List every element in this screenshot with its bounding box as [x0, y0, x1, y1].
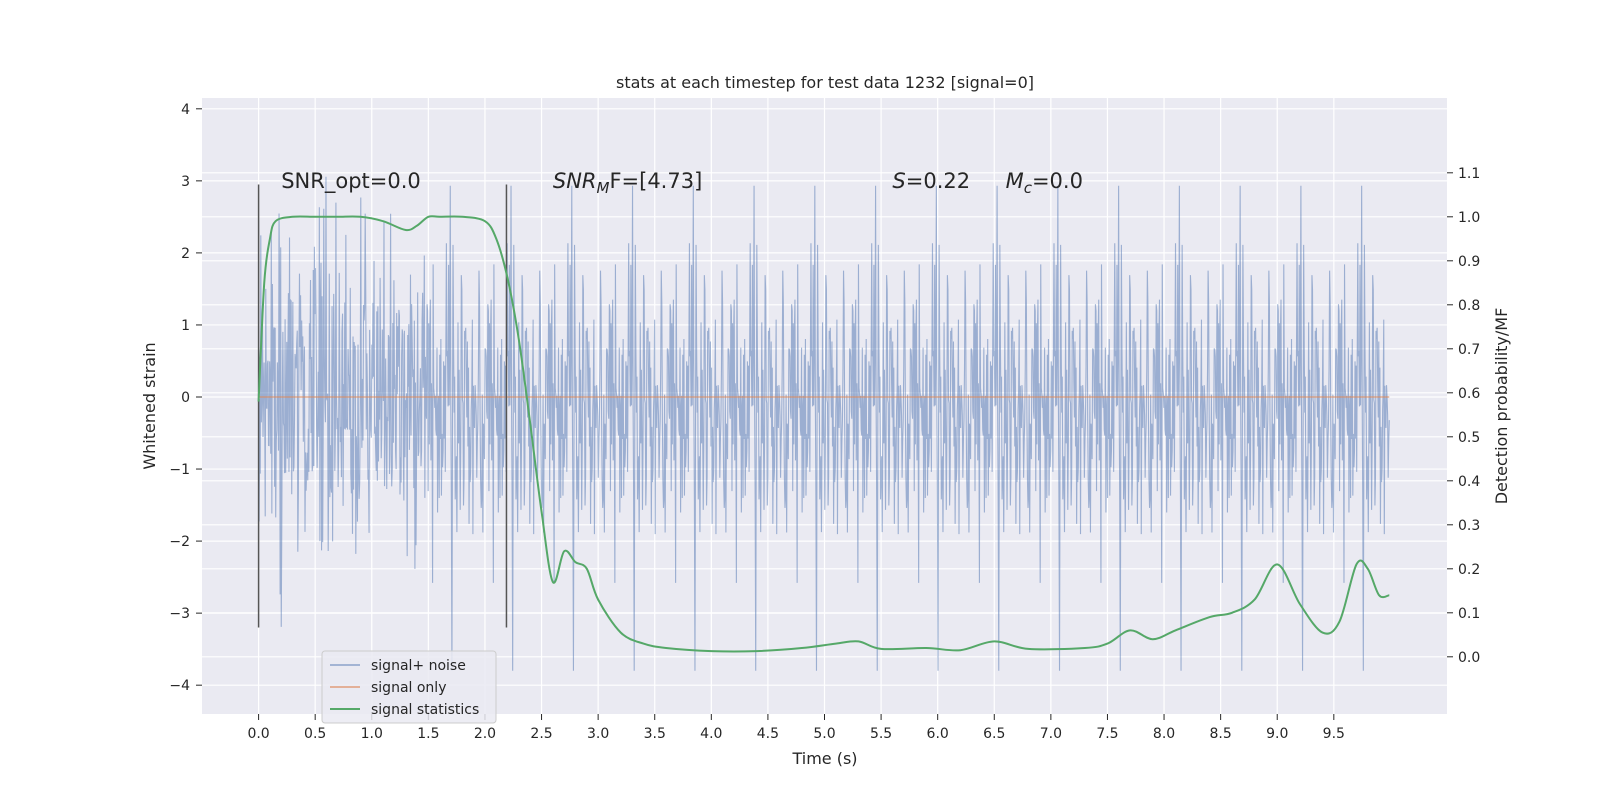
- x-tick-label: 7.5: [1096, 726, 1118, 742]
- x-tick-label: 4.0: [700, 726, 722, 742]
- x-tick-label: 8.5: [1210, 726, 1232, 742]
- y2-tick-label: 0.9: [1458, 254, 1480, 270]
- x-tick-label: 3.0: [587, 726, 609, 742]
- x-tick-label: 7.0: [1040, 726, 1062, 742]
- signal-noise-line: [258, 176, 1390, 671]
- series-signal-noise: [258, 176, 1390, 671]
- signal-statistics-line: [257, 215, 1390, 653]
- legend-label: signal+ noise: [371, 658, 466, 674]
- y-tick-label: 1: [181, 318, 190, 334]
- x-axis-title: Time (s): [791, 749, 857, 768]
- y2-tick-label: 0.7: [1458, 342, 1480, 358]
- legend-box: [321, 650, 497, 724]
- y-tick-label: −3: [169, 606, 190, 622]
- y-tick-label: 4: [181, 102, 190, 118]
- x-tick-label: 1.0: [361, 726, 383, 742]
- x-tick-label: 8.0: [1153, 726, 1175, 742]
- x-tick-label: 9.0: [1266, 726, 1288, 742]
- y2-tick-label: 1.1: [1458, 166, 1480, 182]
- x-tick-label: 2.5: [530, 726, 552, 742]
- y2-tick-label: 1.0: [1458, 210, 1480, 226]
- y2-axis-ticks: 1.1 1.0 0.9 0.8 0.7 0.6 0.5 0.4 0.3 0.2 0.1 0.0: [1447, 166, 1480, 666]
- x-tick-label: 6.0: [927, 726, 949, 742]
- y-tick-label: 0: [181, 390, 190, 406]
- x-tick-label: 5.0: [813, 726, 835, 742]
- y-tick-label: −2: [169, 534, 190, 550]
- series-signal-statistics: [257, 215, 1390, 653]
- y-axis-title: Whitened strain: [140, 342, 159, 469]
- y-axis-ticks: 4 3 2 1 0 −1 −2 −3 −4: [169, 102, 202, 694]
- y2-tick-label: 0.5: [1458, 430, 1480, 446]
- x-tick-label: 3.5: [644, 726, 666, 742]
- x-tick-label: 0.5: [304, 726, 326, 742]
- annotation-mchirp: Mc=0.0: [1006, 169, 1083, 197]
- vertical-markers: [257, 184, 508, 628]
- y2-tick-label: 0.8: [1458, 298, 1480, 314]
- x-tick-label: 5.5: [870, 726, 892, 742]
- y2-tick-label: 0.6: [1458, 386, 1480, 402]
- x-tick-label: 9.5: [1323, 726, 1345, 742]
- y2-tick-label: 0.1: [1458, 606, 1480, 622]
- y-tick-label: −4: [169, 678, 190, 694]
- y-tick-label: −1: [169, 462, 190, 478]
- chart-title: stats at each timestep for test data 123…: [616, 73, 1034, 92]
- y2-axis-title: Detection probability/MF: [1492, 308, 1511, 505]
- y-tick-label: 3: [181, 174, 190, 190]
- legend-label: signal statistics: [371, 702, 479, 718]
- x-axis-ticks: 0.0 0.5 1.0 1.5 2.0 2.5 3.0 3.5 4.0 4.5 5.0 5.5 6.0 6…: [247, 714, 1345, 742]
- x-tick-label: 1.5: [417, 726, 439, 742]
- annotations: SNR_opt=0.0 SNRMF=[4.73] S=0.22 Mc=0.0: [281, 169, 1083, 197]
- x-tick-label: 2.0: [474, 726, 496, 742]
- y2-tick-label: 0.2: [1458, 562, 1480, 578]
- x-tick-label: 4.5: [757, 726, 779, 742]
- y-tick-label: 2: [181, 246, 190, 262]
- x-tick-label: 6.5: [983, 726, 1005, 742]
- y2-tick-label: 0.4: [1458, 474, 1480, 490]
- legend-label: signal only: [371, 680, 446, 696]
- y2-tick-label: 0.3: [1458, 518, 1480, 534]
- legend: signal+ noise signal only signal statistic…: [321, 650, 497, 724]
- y2-tick-label: 0.0: [1458, 650, 1480, 666]
- annotation-s-stat: S=0.22: [892, 169, 970, 193]
- annotation-snr-mf: SNRMF=[4.73]: [553, 169, 702, 197]
- annotation-snr-opt: SNR_opt=0.0: [281, 169, 421, 194]
- x-tick-label: 0.0: [247, 726, 269, 742]
